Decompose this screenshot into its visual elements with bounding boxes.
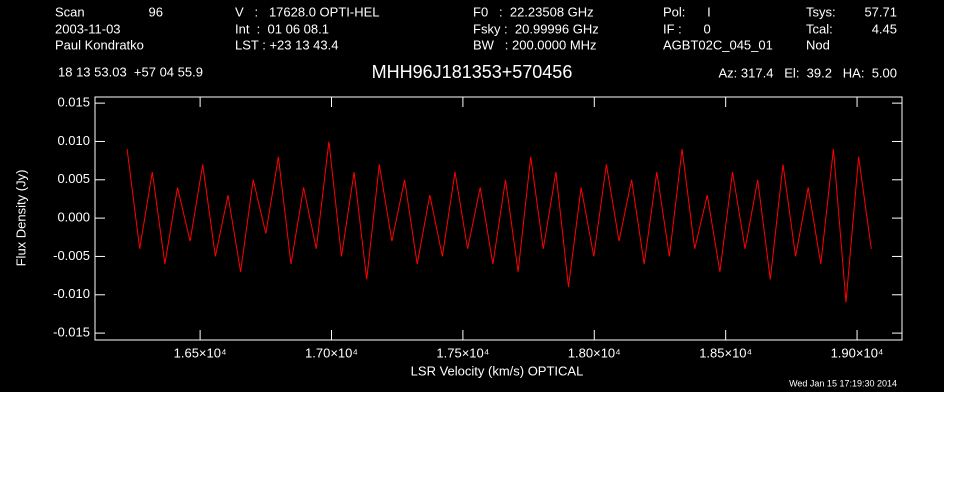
timestamp: Wed Jan 15 17:19:30 2014 [789,378,897,388]
y-tick-label: -0.005 [53,248,90,263]
header-field: 57.71 [864,4,897,19]
y-tick-label: -0.015 [53,325,90,340]
y-tick-label: 0.005 [57,171,90,186]
header-field: Tsys: [806,4,836,19]
x-tick-label: 1.90×10⁴ [831,345,884,360]
chart-title: MHH96J181353+570456 [372,62,573,82]
y-axis-label: Flux Density (Jy) [13,170,28,267]
data-line [126,141,872,303]
x-tick-label: 1.70×10⁴ [305,345,358,360]
header-field: BW : 200.0000 MHz [473,37,597,52]
header-field: LST : +23 13 43.4 [235,37,338,52]
header-field: Pol: I [663,4,711,19]
header-field: Tcal: [806,21,833,36]
x-tick-label: 1.85×10⁴ [699,345,752,360]
x-tick-label: 1.65×10⁴ [174,345,227,360]
header-field: V : 17628.0 OPTI-HEL [235,4,380,19]
header-field: Scan [55,4,85,19]
header-field: AGBT02C_045_01 [663,37,773,52]
header-field: Nod [806,37,830,52]
header-field: 4.45 [872,21,897,36]
y-tick-label: 0.010 [57,133,90,148]
header-field: Fsky : 20.99996 GHz [473,21,599,36]
y-tick-label: -0.010 [53,286,90,301]
header-field: Paul Kondratko [55,37,144,52]
x-axis-label: LSR Velocity (km/s) OPTICAL [411,363,584,378]
background [0,0,944,392]
x-tick-label: 1.75×10⁴ [436,345,489,360]
x-tick-label: 1.80×10⁴ [568,345,621,360]
header-field: 2003-11-03 [55,21,121,36]
y-tick-label: 0.000 [57,210,90,225]
header-field: 18 13 53.03 +57 04 55.9 [58,64,203,79]
y-tick-label: 0.015 [57,95,90,110]
header-field: Az: 317.4 El: 39.2 HA: 5.00 [719,65,898,80]
header-field: IF : 0 [663,21,711,36]
header-field: 96 [149,4,163,19]
header-field: Int : 01 06 08.1 [235,21,329,36]
header-field: F0 : 22.23508 GHz [473,4,594,19]
